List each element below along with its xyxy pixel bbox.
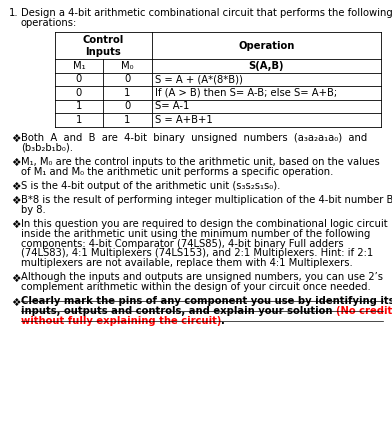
- Text: Although the inputs and outputs are unsigned numbers, you can use 2’s: Although the inputs and outputs are unsi…: [21, 272, 383, 283]
- Text: Clearly mark the pins of any component you use by identifying its: Clearly mark the pins of any component y…: [21, 297, 392, 306]
- Text: Both  A  and  B  are  4-bit  binary  unsigned  numbers  (a₃a₂a₁a₀)  and: Both A and B are 4-bit binary unsigned n…: [21, 133, 367, 142]
- Text: S= A-1: S= A-1: [155, 101, 189, 111]
- Text: 1: 1: [76, 115, 82, 125]
- Text: ❖: ❖: [11, 181, 20, 192]
- Text: Operation: Operation: [238, 40, 295, 51]
- Text: S = A+B+1: S = A+B+1: [155, 115, 213, 125]
- Text: ❖: ❖: [11, 133, 20, 144]
- Text: ❖: ❖: [11, 274, 20, 283]
- Text: complement arithmetic within the design of your circuit once needed.: complement arithmetic within the design …: [21, 283, 371, 292]
- Text: 1.: 1.: [9, 8, 19, 18]
- Text: In this question you are required to design the combinational logic circuit: In this question you are required to des…: [21, 218, 388, 229]
- Text: (No credit: (No credit: [336, 306, 392, 317]
- Text: S = A + (A*(8*B)): S = A + (A*(8*B)): [155, 74, 243, 84]
- Text: inputs, outputs and controls, and explain your solution: inputs, outputs and controls, and explai…: [21, 306, 336, 317]
- Text: multiplexers are not available, replace them with 4:1 Multiplexers.: multiplexers are not available, replace …: [21, 258, 353, 269]
- Text: without fully explaining the circuit): without fully explaining the circuit): [21, 317, 221, 326]
- Text: (b₃b₂b₁b₀).: (b₃b₂b₁b₀).: [21, 142, 73, 153]
- Text: M₀: M₀: [121, 61, 134, 71]
- Text: by 8.: by 8.: [21, 204, 46, 215]
- Text: M₁: M₁: [73, 61, 85, 71]
- Text: 0: 0: [124, 101, 131, 111]
- Text: 0: 0: [76, 88, 82, 98]
- Text: 1: 1: [76, 101, 82, 111]
- Text: S(A,B): S(A,B): [249, 61, 284, 71]
- Text: .: .: [221, 317, 225, 326]
- Text: 1: 1: [124, 88, 131, 98]
- Text: If (A > B) then S= A-B; else S= A+B;: If (A > B) then S= A-B; else S= A+B;: [155, 88, 337, 98]
- Text: ❖: ❖: [11, 298, 20, 308]
- Text: ❖: ❖: [11, 196, 20, 206]
- Text: 0: 0: [76, 74, 82, 84]
- Text: ❖: ❖: [11, 158, 20, 167]
- Text: Design a 4-bit arithmetic combinational circuit that performs the following: Design a 4-bit arithmetic combinational …: [21, 8, 392, 18]
- Text: components: 4-bit Comparator (74LS85), 4-bit binary Full adders: components: 4-bit Comparator (74LS85), 4…: [21, 238, 344, 249]
- Text: inside the arithmetic unit using the minimum number of the following: inside the arithmetic unit using the min…: [21, 229, 370, 238]
- Text: 0: 0: [124, 74, 131, 84]
- Text: S is the 4-bit output of the arithmetic unit (s₃s₂s₁s₀).: S is the 4-bit output of the arithmetic …: [21, 181, 280, 190]
- Text: 1: 1: [124, 115, 131, 125]
- Text: Control
Inputs: Control Inputs: [83, 34, 124, 57]
- Text: of M₁ and M₀ the arithmetic unit performs a specific operation.: of M₁ and M₀ the arithmetic unit perform…: [21, 167, 333, 176]
- Text: ❖: ❖: [11, 219, 20, 230]
- Text: operations:: operations:: [21, 18, 77, 28]
- Text: M₁, M₀ are the control inputs to the arithmetic unit, based on the values: M₁, M₀ are the control inputs to the ari…: [21, 156, 380, 167]
- Text: (74LS83), 4:1 Multiplexers (74LS153), and 2:1 Multiplexers. Hint: if 2:1: (74LS83), 4:1 Multiplexers (74LS153), an…: [21, 249, 373, 258]
- Text: B*8 is the result of performing integer multiplication of the 4-bit number B: B*8 is the result of performing integer …: [21, 195, 392, 204]
